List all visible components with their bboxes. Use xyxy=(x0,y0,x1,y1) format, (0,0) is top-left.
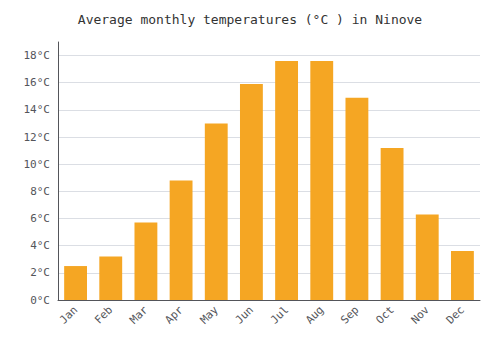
svg-text:Sep: Sep xyxy=(338,303,361,326)
svg-text:14°C: 14°C xyxy=(24,103,51,116)
svg-text:4°C: 4°C xyxy=(30,239,50,252)
svg-text:6°C: 6°C xyxy=(30,212,50,225)
svg-text:Apr: Apr xyxy=(162,303,185,326)
svg-text:Nov: Nov xyxy=(409,303,432,326)
svg-text:Dec: Dec xyxy=(444,303,467,326)
svg-text:18°C: 18°C xyxy=(24,49,51,62)
svg-text:8°C: 8°C xyxy=(30,185,50,198)
svg-text:10°C: 10°C xyxy=(24,158,51,171)
svg-text:12°C: 12°C xyxy=(24,131,51,144)
svg-text:Jan: Jan xyxy=(57,303,80,326)
svg-text:Aug: Aug xyxy=(303,303,326,326)
svg-text:0°C: 0°C xyxy=(30,294,50,307)
svg-text:Mar: Mar xyxy=(127,303,150,326)
svg-text:16°C: 16°C xyxy=(24,76,51,89)
svg-text:May: May xyxy=(198,303,221,326)
svg-text:2°C: 2°C xyxy=(30,266,50,279)
svg-text:Jun: Jun xyxy=(233,303,256,326)
svg-text:Jul: Jul xyxy=(268,303,291,326)
svg-text:Average monthly temperatures (: Average monthly temperatures (°C ) in Ni… xyxy=(78,12,423,27)
svg-text:Feb: Feb xyxy=(92,303,115,326)
svg-text:Oct: Oct xyxy=(373,303,396,326)
